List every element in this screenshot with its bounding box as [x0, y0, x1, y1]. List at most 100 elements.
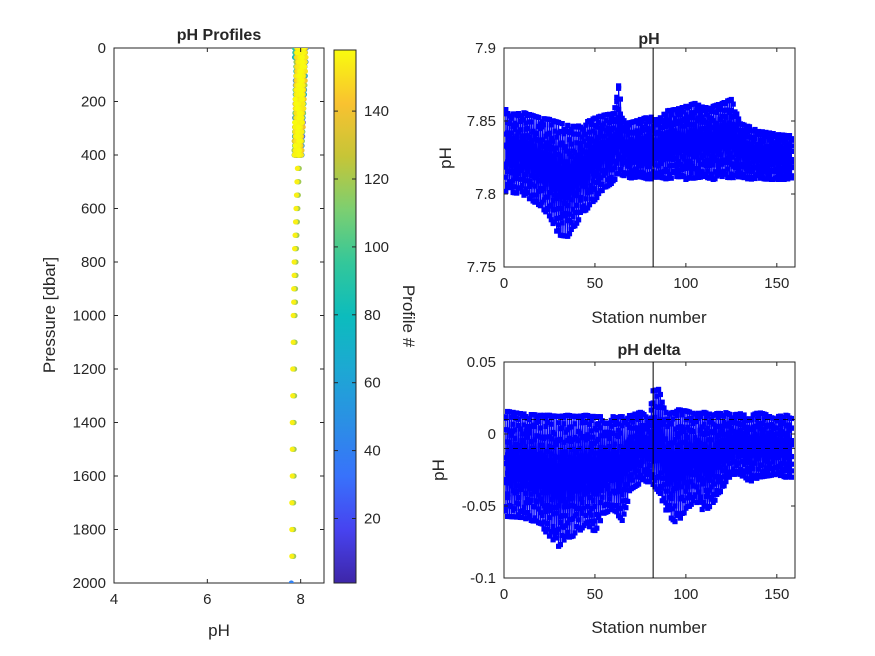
station-marker — [532, 183, 538, 189]
station-marker — [588, 120, 594, 126]
station-marker — [585, 135, 591, 141]
station-marker — [623, 142, 629, 148]
colorbar-gradient — [333, 49, 357, 584]
station-marker — [634, 128, 640, 134]
station-marker — [565, 159, 571, 165]
station-marker — [585, 156, 591, 162]
station-marker — [537, 153, 543, 159]
station-marker — [526, 178, 533, 184]
profile-point — [295, 133, 301, 139]
station-marker — [712, 137, 718, 143]
station-marker — [546, 177, 553, 183]
station-marker — [517, 139, 523, 145]
station-marker — [668, 112, 674, 118]
station-marker — [616, 115, 622, 121]
station-marker — [666, 122, 673, 128]
station-marker — [512, 184, 518, 190]
station-marker — [706, 120, 713, 126]
profiles-marks — [288, 48, 309, 583]
station-marker — [594, 169, 600, 175]
station-marker — [566, 181, 573, 187]
station-marker — [643, 121, 649, 127]
station-marker — [506, 133, 513, 139]
station-marker — [692, 127, 698, 133]
station-marker — [663, 111, 669, 117]
station-marker — [508, 130, 514, 136]
station-marker — [705, 112, 711, 118]
station-marker — [528, 119, 534, 125]
station-marker — [645, 176, 651, 182]
station-marker — [512, 159, 518, 165]
station-marker — [637, 155, 643, 162]
station-marker — [543, 154, 549, 160]
station-marker — [612, 111, 618, 117]
station-marker — [576, 152, 582, 158]
profile-point — [294, 105, 300, 112]
station-marker — [625, 126, 631, 132]
station-marker — [692, 122, 698, 128]
station-marker — [521, 117, 527, 123]
station-marker — [559, 140, 565, 146]
station-marker — [706, 162, 713, 168]
station-marker — [505, 130, 511, 136]
station-marker — [557, 170, 563, 176]
station-marker — [617, 96, 623, 102]
profile-deep-point — [291, 272, 297, 278]
station-marker — [577, 140, 583, 146]
station-marker — [706, 128, 713, 134]
profile-point — [296, 138, 302, 144]
station-marker — [686, 175, 693, 181]
station-marker — [663, 115, 669, 121]
station-marker — [614, 94, 620, 100]
station-marker — [594, 150, 600, 156]
station-marker — [514, 149, 520, 155]
station-marker — [619, 148, 625, 154]
station-marker — [705, 168, 711, 174]
station-marker — [556, 222, 562, 228]
station-marker — [656, 163, 662, 169]
station-marker — [568, 126, 574, 132]
station-marker — [686, 151, 693, 157]
station-marker — [637, 140, 643, 146]
station-marker — [572, 150, 578, 156]
station-marker — [694, 153, 700, 159]
station-marker — [579, 160, 585, 166]
station-marker — [685, 142, 691, 148]
station-marker — [506, 150, 513, 156]
station-marker — [570, 206, 576, 212]
station-marker — [603, 170, 609, 176]
station-marker — [557, 186, 563, 192]
station-marker — [599, 158, 605, 165]
station-marker — [588, 166, 594, 172]
station-marker — [681, 173, 687, 180]
station-marker — [605, 125, 611, 131]
station-marker — [592, 130, 598, 136]
profile-point — [298, 87, 304, 93]
station-marker — [656, 121, 662, 127]
station-marker — [696, 166, 702, 172]
profiles-title: pH Profiles — [177, 27, 262, 44]
station-marker — [583, 131, 589, 137]
station-marker — [696, 157, 702, 163]
station-marker — [526, 196, 533, 202]
station-marker — [626, 164, 633, 170]
station-marker — [559, 180, 565, 186]
station-marker — [537, 169, 543, 175]
station-marker — [686, 137, 693, 143]
station-marker — [536, 188, 542, 194]
station-marker — [605, 152, 611, 158]
station-marker — [581, 173, 587, 180]
station-marker — [510, 123, 516, 129]
station-marker — [568, 226, 574, 232]
station-marker — [548, 135, 554, 141]
station-marker — [688, 170, 694, 176]
station-marker — [614, 127, 620, 133]
station-marker — [519, 143, 525, 149]
station-marker — [581, 126, 587, 132]
profile-deep-point — [292, 232, 298, 238]
station-marker — [668, 137, 674, 143]
station-marker — [617, 111, 623, 117]
station-marker — [594, 124, 600, 130]
profile-point — [299, 59, 306, 65]
y-tick-label: 1600 — [73, 468, 106, 485]
